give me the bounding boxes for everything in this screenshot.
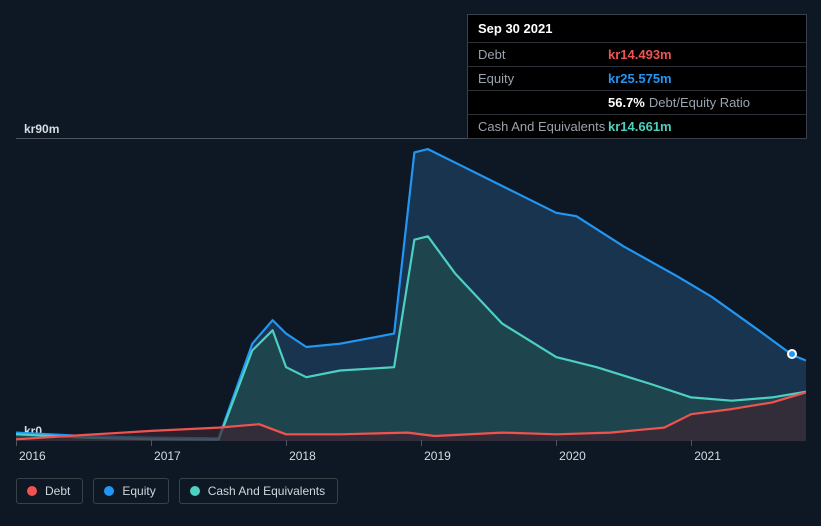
tooltip-row-value: kr25.575m bbox=[608, 71, 672, 86]
x-axis-label: 2016 bbox=[19, 449, 46, 463]
legend-item[interactable]: Cash And Equivalents bbox=[179, 478, 338, 504]
tooltip-row-value: kr14.493m bbox=[608, 47, 672, 62]
chart-svg bbox=[16, 139, 806, 441]
legend-label: Equity bbox=[122, 484, 155, 498]
crosshair-marker-icon bbox=[787, 349, 797, 359]
x-axis-tick bbox=[16, 440, 17, 446]
tooltip-row: Debtkr14.493m bbox=[468, 43, 806, 67]
x-axis-label: 2019 bbox=[424, 449, 451, 463]
tooltip-date: Sep 30 2021 bbox=[468, 15, 806, 43]
chart-plot-area[interactable] bbox=[16, 138, 806, 440]
legend-label: Debt bbox=[45, 484, 70, 498]
x-axis-tick bbox=[421, 440, 422, 446]
tooltip-row-label bbox=[478, 95, 608, 110]
legend-swatch-icon bbox=[27, 486, 37, 496]
tooltip-row: 56.7%Debt/Equity Ratio bbox=[468, 91, 806, 115]
chart-container: Sep 30 2021 Debtkr14.493mEquitykr25.575m… bbox=[0, 0, 821, 526]
x-axis-label: 2017 bbox=[154, 449, 181, 463]
tooltip-row-value: 56.7%Debt/Equity Ratio bbox=[608, 95, 750, 110]
legend-item[interactable]: Debt bbox=[16, 478, 83, 504]
tooltip-row-label: Equity bbox=[478, 71, 608, 86]
tooltip-row: Cash And Equivalentskr14.661m bbox=[468, 115, 806, 138]
x-axis-label: 2018 bbox=[289, 449, 316, 463]
x-axis-tick bbox=[286, 440, 287, 446]
legend-item[interactable]: Equity bbox=[93, 478, 168, 504]
chart-tooltip: Sep 30 2021 Debtkr14.493mEquitykr25.575m… bbox=[467, 14, 807, 139]
x-axis-tick bbox=[556, 440, 557, 446]
legend-swatch-icon bbox=[190, 486, 200, 496]
tooltip-row-label: Debt bbox=[478, 47, 608, 62]
legend-swatch-icon bbox=[104, 486, 114, 496]
y-axis-label-max: kr90m bbox=[24, 122, 59, 136]
chart-legend: Debt Equity Cash And Equivalents bbox=[16, 478, 338, 504]
x-axis-label: 2020 bbox=[559, 449, 586, 463]
tooltip-row: Equitykr25.575m bbox=[468, 67, 806, 91]
x-axis-tick bbox=[151, 440, 152, 446]
x-axis-tick bbox=[691, 440, 692, 446]
tooltip-row-value: kr14.661m bbox=[608, 119, 672, 134]
legend-label: Cash And Equivalents bbox=[208, 484, 325, 498]
tooltip-row-label: Cash And Equivalents bbox=[478, 119, 608, 134]
x-axis-label: 2021 bbox=[694, 449, 721, 463]
